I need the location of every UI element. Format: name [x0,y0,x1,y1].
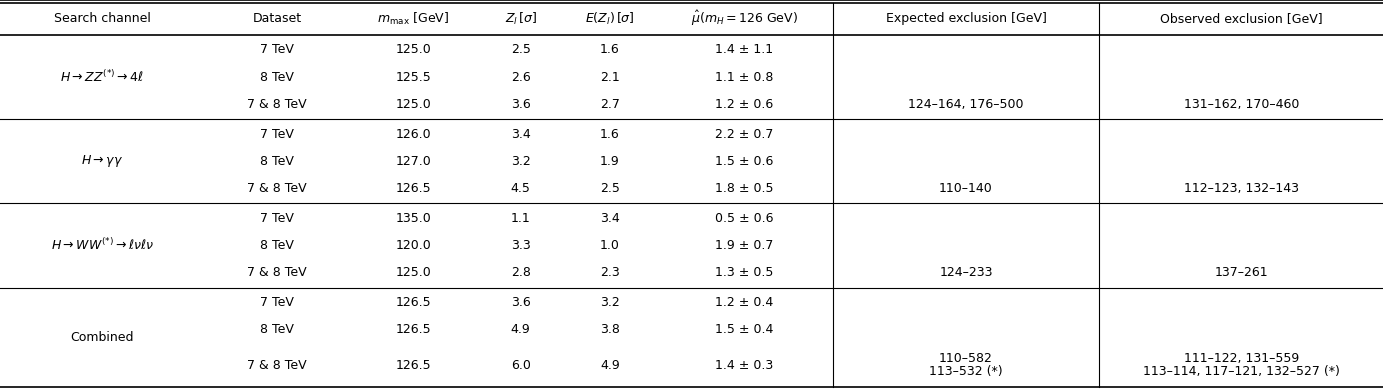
Text: 111–122, 131–559: 111–122, 131–559 [1184,352,1299,365]
Text: 1.4 ± 1.1: 1.4 ± 1.1 [715,43,773,57]
Text: 2.2 ± 0.7: 2.2 ± 0.7 [715,128,773,141]
Text: 125.0: 125.0 [396,43,431,57]
Text: 7 & 8 TeV: 7 & 8 TeV [248,358,307,372]
Text: 126.5: 126.5 [396,296,431,309]
Text: 4.5: 4.5 [510,182,531,195]
Text: 2.7: 2.7 [600,98,620,111]
Text: 7 & 8 TeV: 7 & 8 TeV [248,266,307,279]
Text: Search channel: Search channel [54,12,151,25]
Text: 4.9: 4.9 [510,323,531,336]
Text: 8 TeV: 8 TeV [260,71,295,83]
Text: 113–114, 117–121, 132–527 (*): 113–114, 117–121, 132–527 (*) [1142,365,1340,378]
Text: 8 TeV: 8 TeV [260,239,295,252]
Text: 3.6: 3.6 [510,98,531,111]
Text: 124–233: 124–233 [939,266,993,279]
Text: 3.8: 3.8 [600,323,620,336]
Text: $H \rightarrow ZZ^{(*)} \rightarrow 4\ell$: $H \rightarrow ZZ^{(*)} \rightarrow 4\el… [61,69,144,85]
Text: $H\rightarrow \gamma\gamma$: $H\rightarrow \gamma\gamma$ [82,153,123,169]
Text: 7 & 8 TeV: 7 & 8 TeV [248,182,307,195]
Text: 0.5 ± 0.6: 0.5 ± 0.6 [715,212,773,225]
Text: 3.2: 3.2 [600,296,620,309]
Text: 7 TeV: 7 TeV [260,43,295,57]
Text: 126.5: 126.5 [396,323,431,336]
Text: 1.5 ± 0.4: 1.5 ± 0.4 [715,323,773,336]
Text: 1.1: 1.1 [510,212,531,225]
Text: 1.2 ± 0.6: 1.2 ± 0.6 [715,98,773,111]
Text: 110–140: 110–140 [939,182,993,195]
Text: $Z_l\,[\sigma]$: $Z_l\,[\sigma]$ [505,11,537,27]
Text: $E(Z_l)\,[\sigma]$: $E(Z_l)\,[\sigma]$ [585,11,635,27]
Text: 113–532 (*): 113–532 (*) [929,365,1003,378]
Text: 127.0: 127.0 [396,155,431,168]
Text: 7 TeV: 7 TeV [260,212,295,225]
Text: 1.3 ± 0.5: 1.3 ± 0.5 [715,266,773,279]
Text: 3.2: 3.2 [510,155,531,168]
Text: 7 TeV: 7 TeV [260,128,295,141]
Text: Dataset: Dataset [253,12,301,25]
Text: 126.5: 126.5 [396,182,431,195]
Text: 124–164, 176–500: 124–164, 176–500 [909,98,1023,111]
Text: $\hat{\mu}(m_H = 126$ GeV): $\hat{\mu}(m_H = 126$ GeV) [690,9,798,28]
Text: Expected exclusion [GeV]: Expected exclusion [GeV] [885,12,1047,25]
Text: 131–162, 170–460: 131–162, 170–460 [1184,98,1299,111]
Text: $H\rightarrow WW^{(*)}\rightarrow \ell\nu\ell\nu$: $H\rightarrow WW^{(*)}\rightarrow \ell\n… [51,238,154,254]
Text: 7 TeV: 7 TeV [260,296,295,309]
Text: 125.5: 125.5 [396,71,431,83]
Text: 2.6: 2.6 [510,71,531,83]
Text: 126.0: 126.0 [396,128,431,141]
Text: 3.3: 3.3 [510,239,531,252]
Text: 1.9 ± 0.7: 1.9 ± 0.7 [715,239,773,252]
Text: 112–123, 132–143: 112–123, 132–143 [1184,182,1299,195]
Text: 3.4: 3.4 [600,212,620,225]
Text: 1.8 ± 0.5: 1.8 ± 0.5 [715,182,773,195]
Text: 1.0: 1.0 [600,239,620,252]
Text: 2.1: 2.1 [600,71,620,83]
Text: 137–261: 137–261 [1214,266,1268,279]
Text: 1.2 ± 0.4: 1.2 ± 0.4 [715,296,773,309]
Text: Observed exclusion [GeV]: Observed exclusion [GeV] [1160,12,1322,25]
Text: 125.0: 125.0 [396,98,431,111]
Text: 1.5 ± 0.6: 1.5 ± 0.6 [715,155,773,168]
Text: 135.0: 135.0 [396,212,431,225]
Text: 8 TeV: 8 TeV [260,155,295,168]
Text: Combined: Combined [71,332,134,344]
Text: 1.4 ± 0.3: 1.4 ± 0.3 [715,358,773,372]
Text: 7 & 8 TeV: 7 & 8 TeV [248,98,307,111]
Text: 120.0: 120.0 [396,239,431,252]
Text: 6.0: 6.0 [510,358,531,372]
Text: 2.3: 2.3 [600,266,620,279]
Text: 1.6: 1.6 [600,43,620,57]
Text: 110–582: 110–582 [939,352,993,365]
Text: 2.5: 2.5 [510,43,531,57]
Text: 2.5: 2.5 [600,182,620,195]
Text: 1.9: 1.9 [600,155,620,168]
Text: 1.6: 1.6 [600,128,620,141]
Text: $m_{\mathrm{max}}$ [GeV]: $m_{\mathrm{max}}$ [GeV] [378,11,449,27]
Text: 1.1 ± 0.8: 1.1 ± 0.8 [715,71,773,83]
Text: 4.9: 4.9 [600,358,620,372]
Text: 3.4: 3.4 [510,128,531,141]
Text: 8 TeV: 8 TeV [260,323,295,336]
Text: 125.0: 125.0 [396,266,431,279]
Text: 126.5: 126.5 [396,358,431,372]
Text: 3.6: 3.6 [510,296,531,309]
Text: 2.8: 2.8 [510,266,531,279]
